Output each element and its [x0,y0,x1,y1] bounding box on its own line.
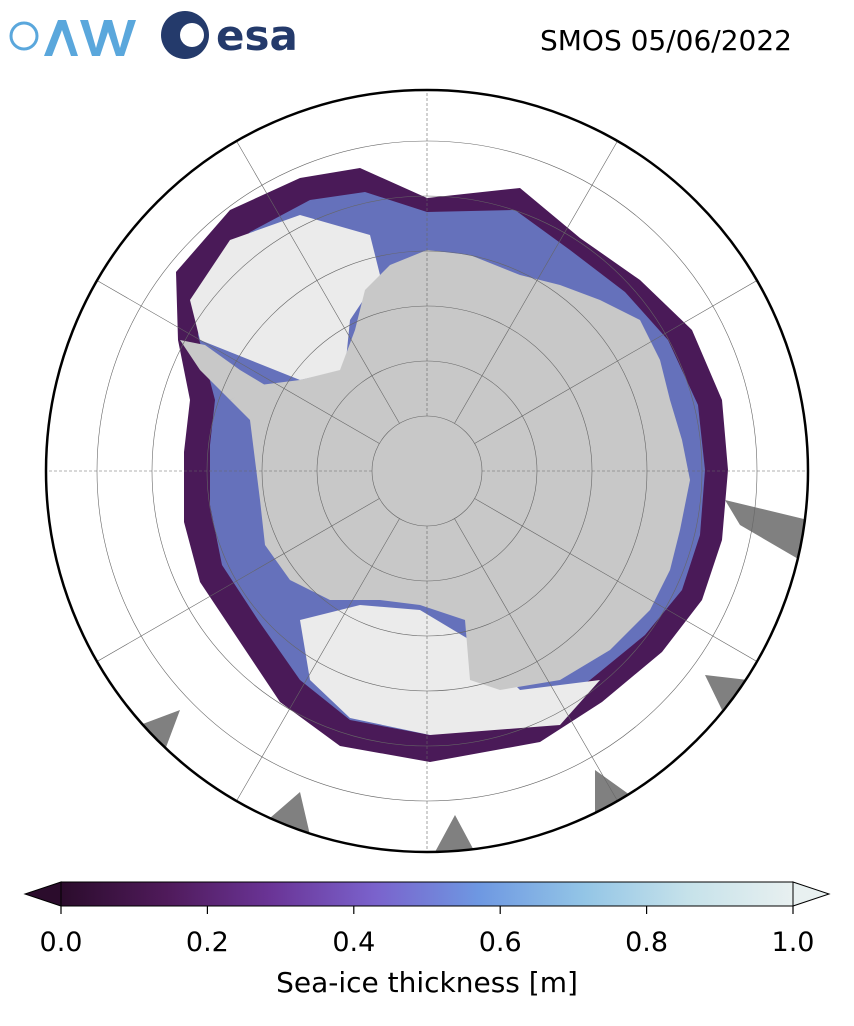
title: SMOS 05/06/2022 [540,24,792,57]
colorbar-tick-label: 0.0 [40,927,83,958]
meridian [454,124,628,424]
meridian [474,498,774,672]
colorbar: 0.0 0.2 0.4 0.6 0.8 1.0 [23,881,831,958]
colorbar-label: Sea-ice thickness [m] [276,966,578,999]
colorbar-extend-low [23,881,62,907]
colorbar-extend-high [792,881,831,907]
meridian [454,518,628,818]
colorbar-tick-label: 0.4 [332,927,375,958]
meridian [80,270,380,444]
esa-logo: esa [161,11,298,60]
map-frame [44,88,810,854]
map [46,90,808,852]
peninsula [180,340,265,400]
logo-text: esa [216,11,298,60]
colorbar-bar [60,881,794,907]
colorbar-tick-label: 0.6 [479,927,522,958]
meridian [226,518,400,818]
colorbar-tick-label: 0.2 [186,927,229,958]
meridian [226,124,400,424]
meridian [474,270,774,444]
weddell-ice [190,215,380,380]
antarctica [230,250,690,690]
ross-ice [300,605,600,735]
graticule [46,90,808,852]
colorbar-tick-label: 0.8 [625,927,668,958]
colorbar-tick-label: 1.0 [772,927,815,958]
awi-logo [9,20,136,56]
meridian [80,498,380,672]
